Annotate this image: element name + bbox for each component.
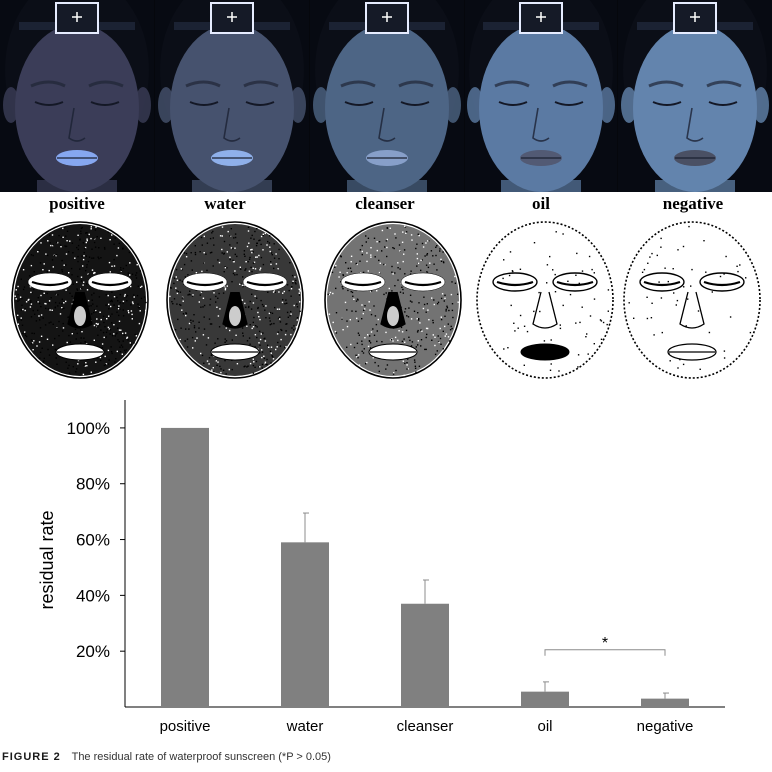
y-tick-label-80: 80% (76, 475, 110, 494)
threshold-face-negative (617, 220, 767, 380)
error-bar-cleanser (423, 579, 429, 604)
y-tick-label-60: 60% (76, 531, 110, 550)
y-tick-label-100: 100% (67, 419, 110, 438)
panel-label-oil: oil (532, 194, 550, 213)
error-bar-water (303, 512, 309, 543)
y-axis: 20% 40% 60% 80% 100% (67, 400, 126, 707)
uv-photo-water (155, 0, 309, 192)
panel-label-positive: positive (49, 194, 105, 213)
bar-cleanser (401, 603, 449, 707)
bar-oil (521, 691, 569, 707)
caption-text: The residual rate of waterproof sunscree… (71, 751, 331, 763)
x-tick-label-oil: oil (537, 718, 552, 735)
error-bar-oil (543, 681, 549, 692)
bar-series (161, 427, 689, 707)
x-axis: positive water cleanser oil negative (125, 706, 725, 735)
uv-photo-positive (0, 0, 154, 192)
threshold-face-oil (470, 220, 620, 380)
y-tick-label-40: 40% (76, 586, 110, 605)
y-axis-label: residual rate (37, 510, 57, 609)
significance-annotation: * (544, 635, 666, 656)
uv-photo-negative (618, 0, 772, 192)
residual-rate-bar-chart: 20% 40% 60% 80% 100% positive water cleanser oi… (37, 400, 725, 735)
bar-positive (161, 427, 209, 707)
y-tick-label-20: 20% (76, 642, 110, 661)
bar-negative (641, 698, 689, 707)
uv-photo-oil (465, 0, 617, 192)
figure-caption: FIGURE 2 The residual rate of waterproof… (2, 751, 331, 763)
panel-label-water: water (204, 194, 246, 213)
significance-bracket (544, 649, 666, 656)
x-tick-label-negative: negative (637, 718, 694, 735)
panel-label-negative: negative (662, 194, 724, 213)
threshold-face-water (160, 220, 310, 380)
significance-star: * (602, 635, 608, 652)
x-tick-label-positive: positive (160, 718, 211, 735)
figure-number: FIGURE 2 (2, 751, 61, 763)
uv-photo-cleanser (310, 0, 464, 192)
error-bar-negative (663, 692, 669, 699)
bar-water (281, 542, 329, 707)
x-tick-label-water: water (286, 718, 324, 735)
threshold-face-cleanser (318, 220, 468, 380)
threshold-face-positive (5, 220, 155, 380)
panel-label-cleanser: cleanser (355, 194, 415, 213)
uv-photo-strip (0, 0, 772, 192)
x-tick-label-cleanser: cleanser (397, 718, 454, 735)
